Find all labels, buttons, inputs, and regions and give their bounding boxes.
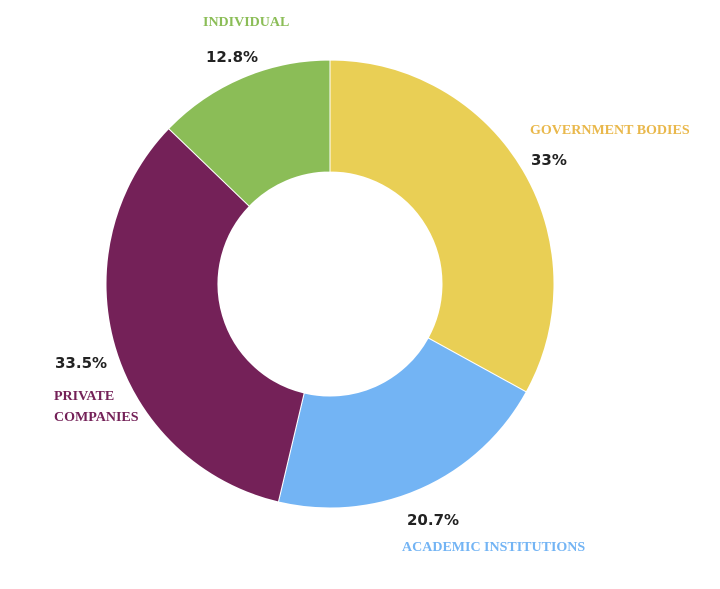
slice-academic xyxy=(277,337,527,509)
percent-label-individual: 12.8% xyxy=(206,48,259,66)
percent-label-government: 33% xyxy=(531,151,567,169)
category-label-government: GOVERNMENT BODIES xyxy=(530,123,690,138)
percent-label-private: 33.5% xyxy=(55,354,108,372)
slice-private xyxy=(105,127,305,503)
slice-government xyxy=(329,59,555,393)
category-label-individual: INDIVIDUAL xyxy=(203,15,290,30)
category-label-private: PRIVATE COMPANIES xyxy=(54,389,139,425)
slice-individual xyxy=(167,59,331,208)
category-label-academic: ACADEMIC INSTITUTIONS xyxy=(402,540,586,555)
percent-label-academic: 20.7% xyxy=(407,511,460,529)
